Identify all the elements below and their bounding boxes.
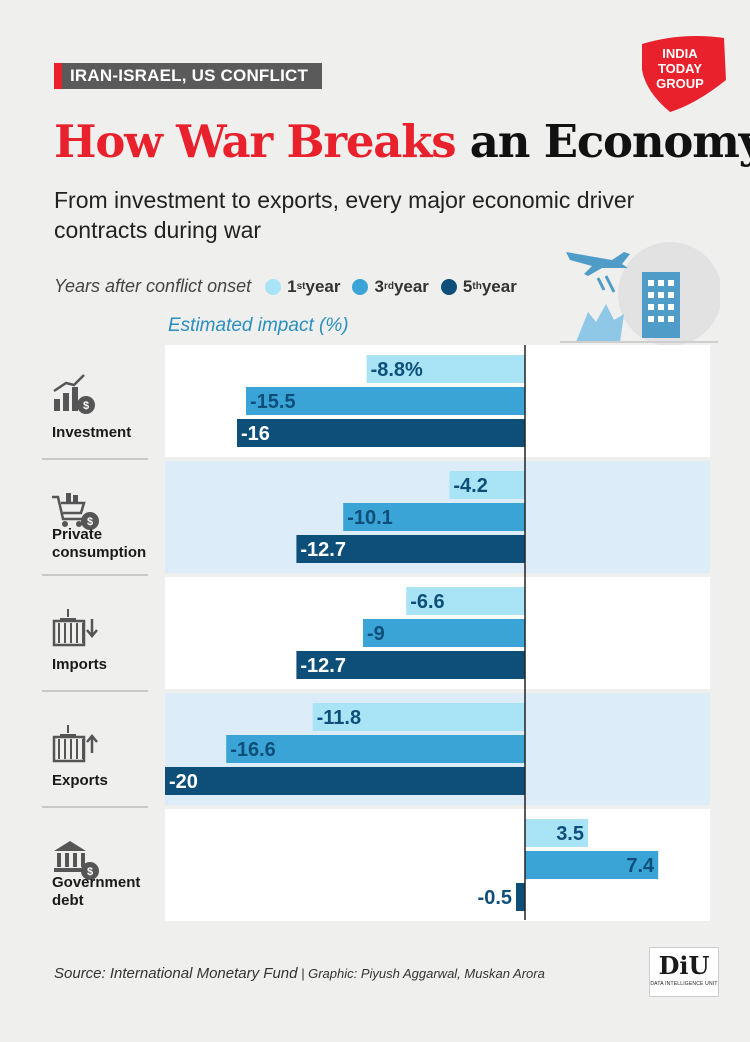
svg-text:INDIA: INDIA xyxy=(662,46,698,61)
bar-value-label: -9 xyxy=(367,623,385,645)
legend-title: Years after conflict onset xyxy=(54,276,252,296)
graphic-credit: Graphic: Piyush Aggarwal, Muskan Arora xyxy=(308,966,545,981)
category-label: Exports xyxy=(52,772,108,789)
svg-text:TODAY: TODAY xyxy=(658,61,702,76)
bar xyxy=(366,355,525,383)
bar-value-label: 7.4 xyxy=(626,855,655,877)
category-label: Investment xyxy=(52,424,131,441)
category-label: debt xyxy=(52,892,84,909)
bar-value-label: -11.8 xyxy=(317,707,361,729)
bar xyxy=(363,619,525,647)
bar xyxy=(449,471,525,499)
bar xyxy=(525,819,588,847)
bar xyxy=(165,767,525,795)
title-red: How War Breaks xyxy=(54,115,457,168)
bar-value-label: -20 xyxy=(169,771,198,793)
bar xyxy=(246,387,525,415)
shopping-cart-icon: $ xyxy=(52,493,99,530)
bar-value-label: -16 xyxy=(241,423,270,445)
legend-swatch xyxy=(440,278,457,295)
tag-label: IRAN-ISRAEL, US CONFLICT xyxy=(70,66,309,85)
legend-swatch xyxy=(265,278,282,295)
container-export-icon xyxy=(52,725,98,763)
svg-text:$: $ xyxy=(87,516,93,528)
investment-icon: $ xyxy=(53,374,95,414)
india-today-logo: INDIA TODAY GROUP xyxy=(642,36,726,112)
war-illustration xyxy=(560,242,720,346)
bar xyxy=(226,735,525,763)
source-note: Source: International Monetary Fund | Gr… xyxy=(54,965,545,982)
bar xyxy=(296,651,525,679)
axis-title: Estimated impact (%) xyxy=(168,315,349,336)
category-label: Private xyxy=(52,526,102,543)
bar-value-label: 3.5 xyxy=(556,823,584,845)
bar xyxy=(237,419,525,447)
category-label: consumption xyxy=(52,544,146,561)
bar xyxy=(525,851,659,879)
category-label: Imports xyxy=(52,656,107,673)
bar-value-label: -4.2 xyxy=(453,475,487,497)
bar-value-label: -15.5 xyxy=(250,391,296,413)
bar-value-label: -6.6 xyxy=(410,591,444,613)
bar-value-label: -0.5 xyxy=(478,887,512,909)
bar xyxy=(296,535,525,563)
section-tag: IRAN-ISRAEL, US CONFLICT xyxy=(54,63,323,89)
svg-text:$: $ xyxy=(87,866,93,878)
page-title: How War Breaks an Economy xyxy=(54,110,750,174)
bar-value-label: -10.1 xyxy=(347,507,393,529)
bar-value-label: -8.8% xyxy=(371,359,423,381)
bar-value-label: -12.7 xyxy=(300,655,346,677)
svg-text:GROUP: GROUP xyxy=(656,76,704,91)
source-text: Source: International Monetary Fund xyxy=(54,965,298,982)
diu-logo: DiU DATA INTELLIGENCE UNIT xyxy=(649,947,719,997)
bar xyxy=(516,883,525,911)
bar-value-label: -12.7 xyxy=(300,539,346,561)
svg-text:$: $ xyxy=(83,400,89,412)
page-subtitle: From investment to exports, every major … xyxy=(54,187,635,243)
legend-swatch xyxy=(352,278,369,295)
category-label: Government xyxy=(52,874,140,891)
bank-icon: $ xyxy=(54,841,99,880)
bar xyxy=(312,703,525,731)
title-black: an Economy xyxy=(455,115,750,168)
bar xyxy=(343,503,525,531)
container-import-icon xyxy=(52,609,98,647)
bar-value-label: -16.6 xyxy=(230,739,276,761)
tag-accent xyxy=(54,63,62,89)
bar xyxy=(406,587,525,615)
